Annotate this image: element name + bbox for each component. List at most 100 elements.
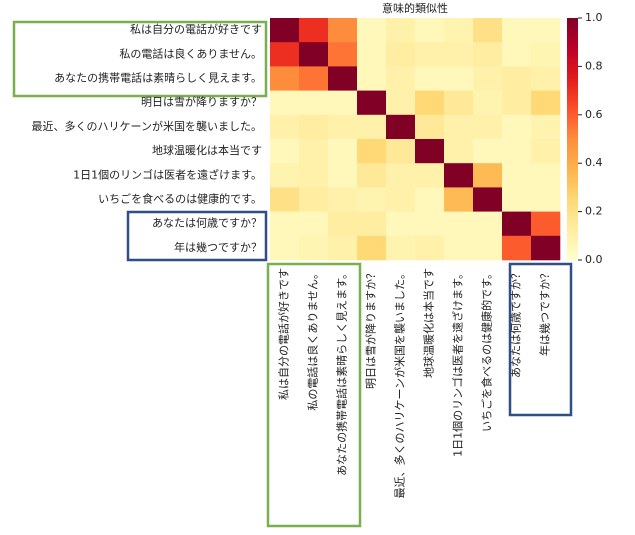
heatmap-cell bbox=[299, 163, 329, 188]
x-tick-label: あなたは何歳ですか？ bbox=[510, 268, 523, 378]
heatmap-cell bbox=[328, 18, 358, 43]
heatmap-cell bbox=[270, 211, 300, 237]
heatmap-cell bbox=[473, 90, 503, 116]
heatmap-cell bbox=[531, 139, 561, 164]
heatmap-cell bbox=[444, 139, 474, 164]
heatmap-cell bbox=[415, 163, 445, 188]
heatmap-cell bbox=[357, 18, 387, 43]
heatmap-cell bbox=[270, 66, 300, 91]
heatmap-cell bbox=[444, 211, 474, 237]
colorbar-tick-label: 1.0 bbox=[585, 11, 603, 24]
y-tick-label: 1日1個のリンゴは医者を遠ざけます。 bbox=[73, 167, 262, 181]
x-tick-label: あなたの携帯電話は素晴らしく見えます。 bbox=[335, 268, 349, 476]
heatmap-cell bbox=[386, 139, 416, 164]
y-tick-label: 明日は雪が降りますか？ bbox=[141, 95, 262, 109]
x-tick-label: 明日は雪が降りますか？ bbox=[364, 268, 378, 389]
heatmap-cell bbox=[415, 90, 445, 116]
heatmap-cell bbox=[531, 66, 561, 91]
x-tick-label: 地球温暖化は本当です bbox=[422, 268, 436, 378]
heatmap-cell bbox=[473, 114, 503, 140]
heatmap-cell bbox=[444, 66, 474, 91]
heatmap-cell bbox=[444, 163, 474, 188]
y-tick-label: 私の電話は良くありません。 bbox=[119, 46, 262, 60]
heatmap-cell bbox=[357, 42, 387, 67]
heatmap-cell bbox=[502, 42, 532, 67]
heatmap-cell bbox=[502, 90, 532, 116]
heatmap-cell bbox=[299, 90, 329, 116]
heatmap-cell bbox=[415, 187, 445, 212]
heatmap-cell bbox=[531, 235, 561, 261]
heatmap-cell bbox=[502, 114, 532, 140]
heatmap-cell bbox=[386, 163, 416, 188]
heatmap-cell bbox=[357, 163, 387, 188]
heatmap-cell bbox=[357, 90, 387, 116]
heatmap-cell bbox=[386, 18, 416, 43]
highlight-box bbox=[508, 262, 573, 417]
heatmap-cell bbox=[415, 66, 445, 91]
highlight-box bbox=[266, 262, 362, 528]
heatmap-cell bbox=[357, 187, 387, 212]
heatmap-cell bbox=[328, 211, 358, 237]
heatmap-cell bbox=[357, 211, 387, 237]
heatmap-cell bbox=[328, 187, 358, 212]
x-tick-label: 年は幾つですか？ bbox=[538, 268, 552, 356]
heatmap-cell bbox=[270, 163, 300, 188]
heatmap-cell bbox=[502, 187, 532, 212]
heatmap-cell bbox=[415, 114, 445, 140]
heatmap-cell bbox=[415, 18, 445, 43]
heatmap-cell bbox=[473, 139, 503, 164]
heatmap-cell bbox=[299, 18, 329, 43]
heatmap-cell bbox=[357, 114, 387, 140]
heatmap-cell bbox=[270, 235, 300, 261]
heatmap-cell bbox=[531, 90, 561, 116]
heatmap-cell bbox=[328, 90, 358, 116]
highlight-box bbox=[12, 20, 268, 98]
heatmap-cell bbox=[386, 114, 416, 140]
heatmap-cell bbox=[444, 187, 474, 212]
heatmap-cell bbox=[531, 211, 561, 237]
colorbar bbox=[567, 18, 578, 260]
heatmap-cell bbox=[270, 18, 300, 43]
heatmap-cell bbox=[415, 235, 445, 261]
heatmap-cell bbox=[299, 114, 329, 140]
heatmap-cell bbox=[444, 18, 474, 43]
heatmap-cell bbox=[386, 187, 416, 212]
heatmap-cell bbox=[415, 211, 445, 237]
colorbar-tick-label: 0.0 bbox=[585, 253, 603, 266]
heatmap-cell bbox=[531, 114, 561, 140]
x-tick-label: 1日1個のリンゴは医者を遠ざけます。 bbox=[451, 268, 465, 457]
heatmap-cell bbox=[473, 18, 503, 43]
x-tick-label: 最近、多くのハリケーンが米国を襲いました。 bbox=[393, 268, 407, 498]
heatmap-cell bbox=[502, 18, 532, 43]
heatmap-cell bbox=[270, 90, 300, 116]
heatmap-cell bbox=[473, 187, 503, 212]
heatmap-cell bbox=[502, 163, 532, 188]
chart-title: 意味的類似性 bbox=[382, 1, 448, 15]
heatmap-cell bbox=[473, 163, 503, 188]
y-tick-label: あなたは何歳ですか？ bbox=[152, 217, 262, 230]
y-tick-label: 最近、多くのハリケーンが米国を襲いました。 bbox=[32, 119, 262, 133]
heatmap-cell bbox=[299, 139, 329, 164]
heatmap-cell bbox=[328, 163, 358, 188]
heatmap-cell bbox=[531, 18, 561, 43]
y-tick-label: 私は自分の電話が好きです bbox=[130, 22, 262, 36]
y-tick-label: 年は幾つですか？ bbox=[174, 240, 262, 254]
colorbar-tick-label: 0.4 bbox=[585, 156, 603, 169]
heatmap-cell bbox=[386, 66, 416, 91]
heatmap-cell bbox=[357, 139, 387, 164]
x-tick-label: 私は自分の電話が好きです bbox=[277, 268, 291, 400]
heatmap-cell bbox=[270, 139, 300, 164]
heatmap-cell bbox=[386, 42, 416, 67]
heatmap-cell bbox=[299, 235, 329, 261]
heatmap-cell bbox=[299, 66, 329, 91]
heatmap-cell bbox=[502, 66, 532, 91]
heatmap-cell bbox=[328, 66, 358, 91]
heatmap-cell bbox=[357, 235, 387, 261]
heatmap-cell bbox=[328, 139, 358, 164]
x-tick-label: 私の電話は良くありません。 bbox=[306, 268, 320, 411]
heatmap-cell bbox=[473, 211, 503, 237]
heatmap-cell bbox=[531, 42, 561, 67]
heatmap-cell bbox=[299, 42, 329, 67]
heatmap-cell bbox=[502, 235, 532, 261]
